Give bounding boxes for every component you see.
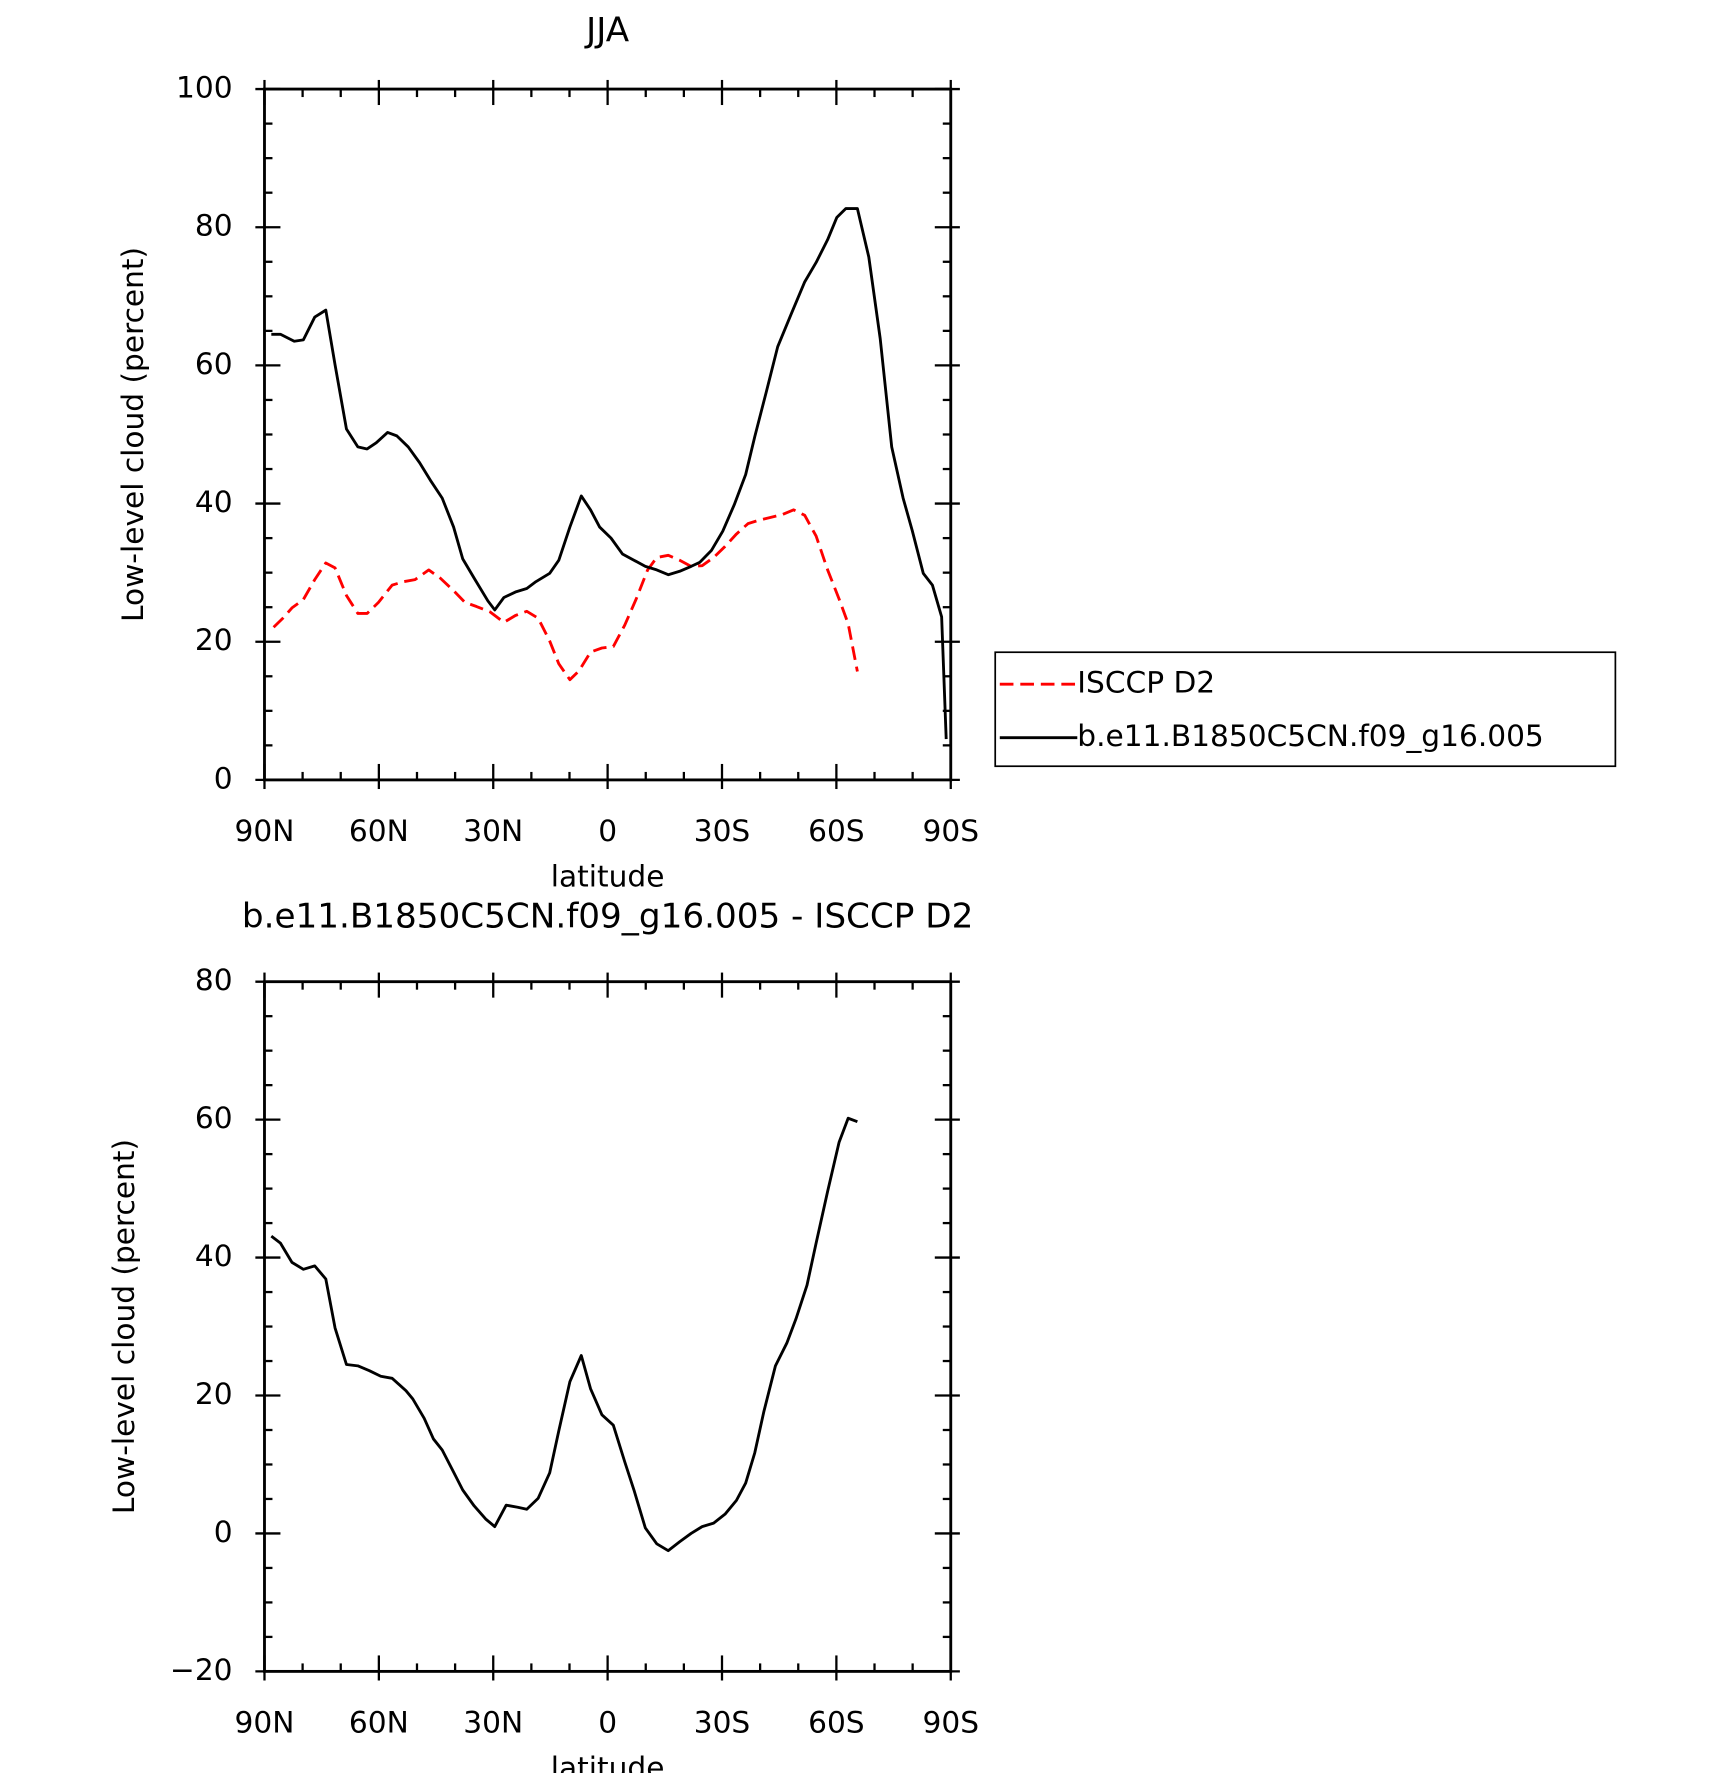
- y-tick-label: 40: [195, 1238, 233, 1273]
- y-tick-label: 40: [195, 484, 233, 519]
- chart-title: JJA: [584, 11, 630, 51]
- x-tick-label: 90S: [923, 1704, 980, 1739]
- y-axis-label: Low-level cloud (percent): [106, 1139, 141, 1514]
- chart-title: b.e11.B1850C5CN.f09_g16.005 - ISCCP D2: [242, 896, 973, 936]
- y-tick-label: 80: [195, 962, 233, 997]
- x-tick-label: 60S: [808, 1704, 865, 1739]
- plot-frame: [263, 980, 953, 1673]
- y-tick-label: 0: [214, 760, 233, 795]
- x-tick-label: 0: [598, 813, 617, 848]
- legend-label: ISCCP D2: [1077, 665, 1215, 700]
- x-axis-label: latitude: [551, 1750, 665, 1773]
- y-tick-label: 80: [195, 208, 233, 243]
- y-tick-label: 60: [195, 1100, 233, 1135]
- y-tick-label: 100: [176, 70, 233, 105]
- y-tick-label: 20: [195, 1376, 233, 1411]
- y-tick-label: 60: [195, 346, 233, 381]
- x-tick-label: 90N: [235, 1704, 295, 1739]
- x-tick-label: 30S: [694, 1704, 751, 1739]
- x-tick-label: 30N: [463, 1704, 523, 1739]
- y-tick-label: −20: [170, 1652, 233, 1687]
- x-tick-label: 60S: [808, 813, 865, 848]
- y-axis-label: Low-level cloud (percent): [115, 247, 150, 622]
- legend-box: [994, 651, 1617, 768]
- data-line: [271, 207, 948, 740]
- x-tick-label: 90N: [235, 813, 295, 848]
- x-tick-label: 60N: [349, 1704, 409, 1739]
- data-line: [272, 508, 859, 682]
- x-tick-label: 30S: [694, 813, 751, 848]
- data-line: [270, 1116, 858, 1553]
- y-tick-label: 20: [195, 622, 233, 657]
- x-tick-label: 60N: [349, 813, 409, 848]
- y-tick-label: 0: [214, 1514, 233, 1549]
- x-axis-label: latitude: [551, 858, 665, 893]
- x-tick-label: 30N: [463, 813, 523, 848]
- plot-frame: [263, 87, 953, 782]
- legend-label: b.e11.B1850C5CN.f09_g16.005: [1077, 718, 1543, 753]
- x-tick-label: 0: [598, 1704, 617, 1739]
- x-tick-label: 90S: [923, 813, 980, 848]
